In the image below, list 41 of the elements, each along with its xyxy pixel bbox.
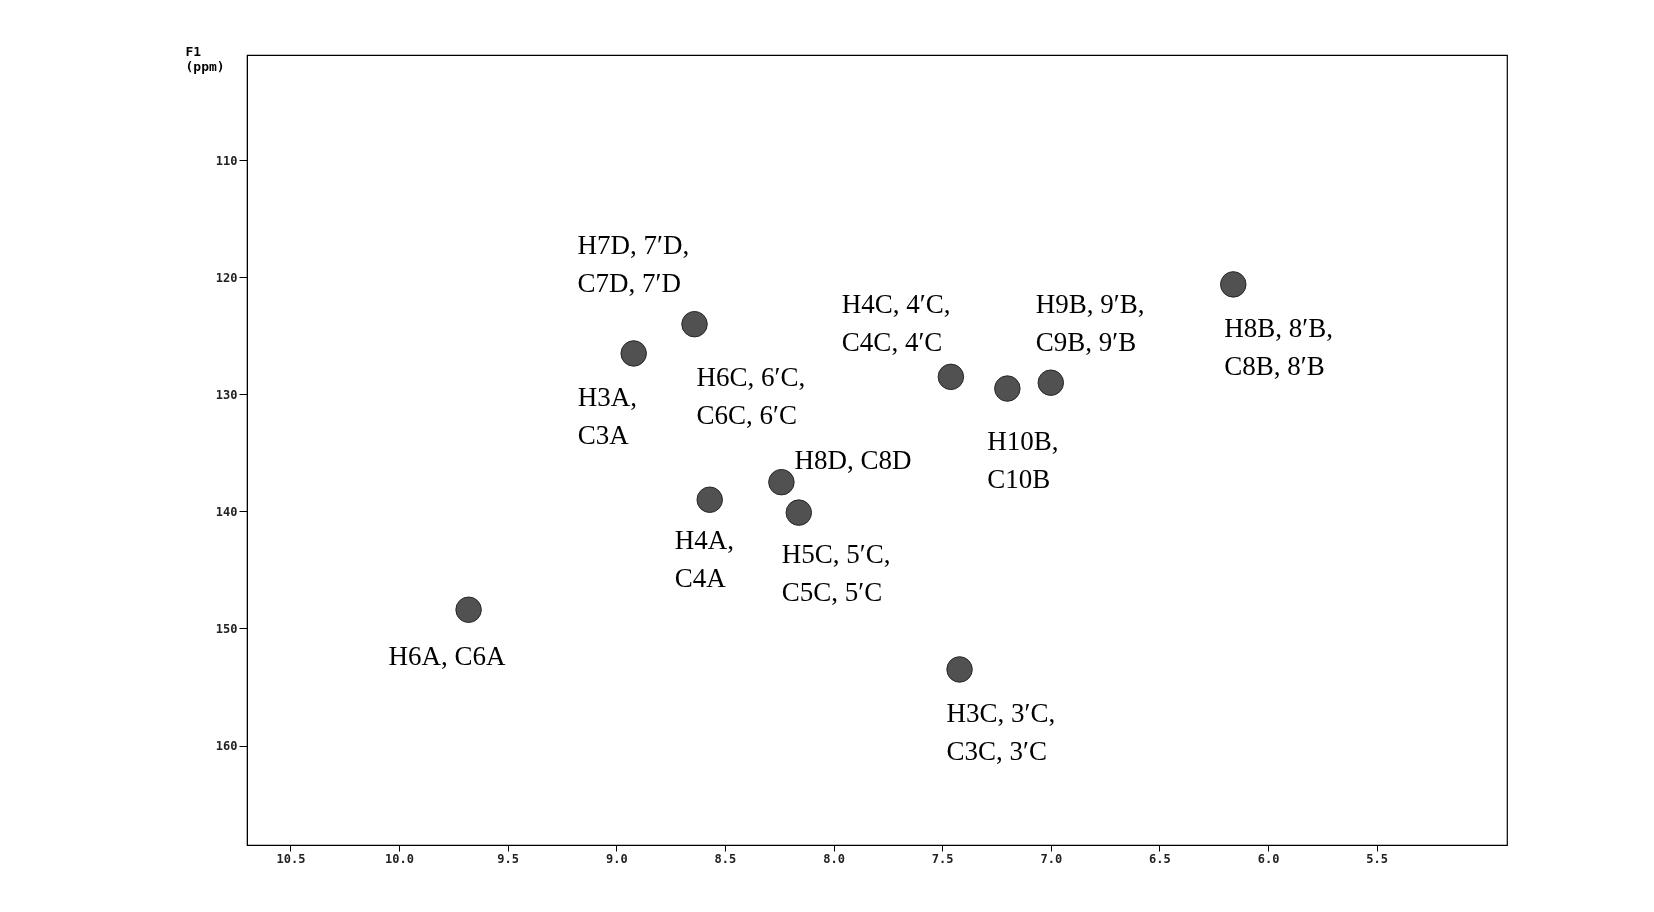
- x-tick-label: 8.5: [714, 851, 737, 866]
- x-tick-label: 6.5: [1149, 851, 1171, 866]
- annotation: H6C, 6′C, C6C, 6′C: [696, 362, 806, 431]
- point: [1220, 271, 1247, 298]
- annotation: H10B, C10B: [987, 425, 1059, 494]
- annotation: H8D, C8D: [794, 445, 912, 476]
- x-tick-label: 7.0: [1040, 851, 1063, 866]
- annotation: H4A, C4A: [674, 524, 734, 593]
- point: [785, 499, 813, 526]
- y-tick-label: 110: [215, 153, 238, 168]
- y-tick-label: 150: [215, 621, 238, 636]
- annotation: H8B, 8′B, C8B, 8′B: [1224, 313, 1333, 382]
- y-tick-label: 130: [215, 387, 238, 402]
- x-tick-label: 10.5: [276, 851, 306, 866]
- point: [455, 596, 482, 623]
- x-tick-label: 9.5: [497, 851, 520, 866]
- annotation: H3C, 3′C, C3C, 3′C: [946, 698, 1056, 767]
- x-tick-label: 8.0: [823, 851, 845, 866]
- x-tick-label: 5.5: [1366, 851, 1388, 866]
- annotation: H7D, 7′D, C7D, 7′D: [577, 230, 690, 299]
- point: [768, 468, 795, 496]
- point: [937, 363, 965, 391]
- x-tick-label: 6.0: [1257, 851, 1280, 866]
- annotation: H3A, C3A: [577, 382, 637, 451]
- annotation: H5C, 5′C, C5C, 5′C: [781, 538, 891, 607]
- point: [946, 656, 973, 683]
- x-tick-label: 7.5: [931, 851, 954, 866]
- annotation: H9B, 9′B, C9B, 9′B: [1035, 288, 1145, 357]
- x-tick-label: 10.0: [385, 851, 415, 866]
- x-tick-label: 9.0: [605, 851, 628, 866]
- y-tick-label: 120: [215, 270, 238, 285]
- y-tick-label: 140: [215, 504, 238, 519]
- annotation: H4C, 4′C, C4C, 4′C: [841, 288, 951, 357]
- point: [994, 375, 1021, 402]
- annotation: H6A, C6A: [388, 640, 507, 671]
- y-tick-label: 160: [215, 739, 238, 754]
- point: [681, 310, 708, 338]
- point: [696, 486, 723, 513]
- point: [620, 340, 647, 367]
- y-axis-title: F1 (ppm): [185, 43, 225, 74]
- point: [1037, 369, 1065, 396]
